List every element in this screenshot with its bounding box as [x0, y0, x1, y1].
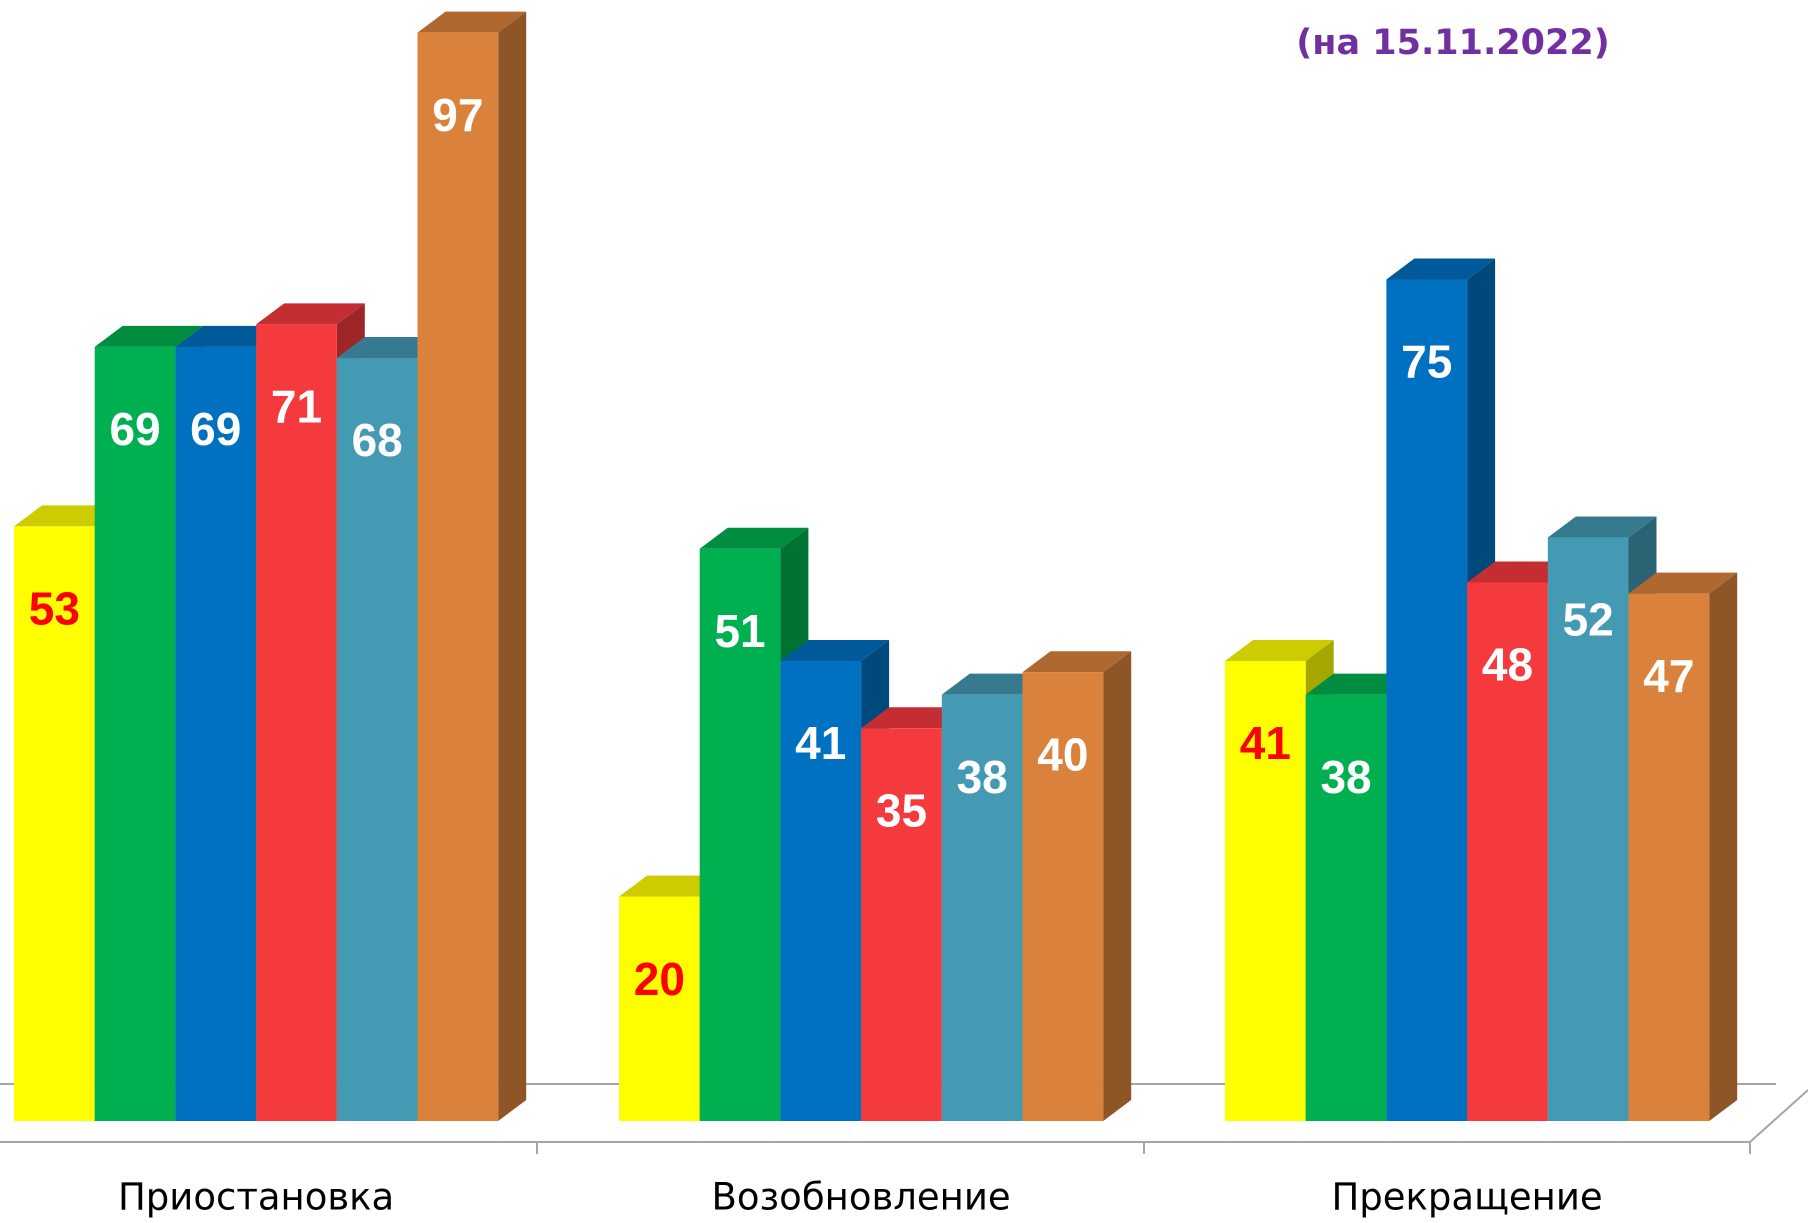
bar-top	[94, 325, 204, 347]
bar-side	[1709, 572, 1738, 1121]
floor-side-edge	[1749, 1089, 1808, 1143]
value-label: 51	[714, 605, 765, 657]
bar	[780, 660, 862, 1121]
value-label: 48	[1482, 639, 1533, 691]
value-label: 69	[190, 403, 241, 455]
bar	[1628, 593, 1710, 1121]
bar-side	[498, 11, 527, 1121]
value-label: 47	[1643, 650, 1694, 702]
bar	[1467, 582, 1548, 1121]
value-label: 38	[957, 751, 1008, 803]
bar	[417, 32, 499, 1121]
bar-top	[1547, 516, 1657, 538]
bar-top	[1225, 639, 1334, 661]
bar-side	[1103, 651, 1132, 1121]
x-tick-label: Приостановка	[118, 1176, 394, 1219]
value-label: 40	[1037, 728, 1088, 780]
bar	[941, 694, 1023, 1121]
value-label: 35	[876, 784, 927, 836]
value-label: 52	[1563, 594, 1614, 646]
bar	[1225, 660, 1306, 1121]
bar-top	[1022, 651, 1132, 673]
value-label: 41	[1240, 717, 1291, 769]
bar-top	[699, 527, 809, 549]
bar-top	[1386, 258, 1496, 280]
bar	[94, 346, 176, 1121]
value-label: 41	[795, 717, 846, 769]
value-label: 53	[29, 582, 80, 634]
value-label: 97	[432, 89, 483, 141]
bar	[1305, 694, 1387, 1121]
bar	[256, 324, 337, 1121]
bar-top	[256, 303, 365, 325]
value-label: 20	[634, 953, 685, 1005]
bar	[619, 896, 700, 1121]
bar	[1022, 672, 1104, 1121]
bar	[699, 548, 781, 1121]
value-label: 75	[1401, 336, 1452, 388]
value-label: 68	[352, 414, 403, 466]
bar-top	[780, 639, 890, 661]
bar	[1386, 279, 1468, 1121]
bar-top	[1628, 572, 1738, 594]
chart-subtitle: (на 15.11.2022)	[1296, 23, 1609, 63]
bar	[861, 728, 942, 1121]
value-label: 38	[1320, 751, 1371, 803]
x-tick-label: Прекращение	[1331, 1176, 1602, 1219]
x-tick-label: Возобновление	[711, 1176, 1010, 1219]
bar	[175, 346, 257, 1121]
bar	[336, 358, 418, 1121]
bar	[14, 526, 95, 1121]
value-label: 69	[109, 403, 160, 455]
value-label: 71	[271, 381, 322, 433]
bar	[1547, 537, 1629, 1121]
bar-top	[417, 11, 527, 33]
